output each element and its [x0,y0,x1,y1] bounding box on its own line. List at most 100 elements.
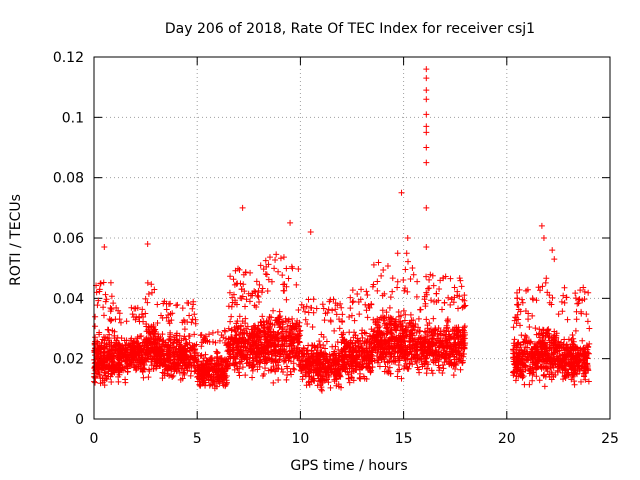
roti-point [367,351,374,358]
roti-point [541,358,548,365]
y-tick-label: 0.08 [53,171,84,187]
roti-point [310,296,317,303]
roti-point [304,321,311,328]
roti-point [389,345,396,352]
roti-point [330,355,337,362]
roti-point [516,286,523,293]
roti-point [302,316,309,323]
roti-point [158,355,165,362]
roti-point [271,333,278,340]
roti-point [377,339,384,346]
roti-point [218,362,225,369]
roti-point [333,311,340,318]
roti-point [386,321,393,328]
roti-point [409,264,416,271]
roti-point [166,320,173,327]
roti-point [171,336,178,343]
roti-point [318,386,325,393]
roti-point [385,369,392,376]
roti-point [457,277,464,284]
roti-point [231,281,238,288]
roti-point [443,325,450,332]
roti-point [449,348,456,355]
roti-point [97,374,104,381]
roti-point [107,279,114,286]
roti-point [132,364,139,371]
roti-point [323,338,330,345]
roti-point [230,354,237,361]
roti-point [327,384,334,391]
roti-point [302,308,309,315]
roti-point [362,350,369,357]
roti-point [249,348,256,355]
roti-point [275,376,282,383]
roti-point [202,359,209,366]
roti-point [387,294,394,301]
roti-point [545,326,552,333]
roti-point [309,353,316,360]
roti-point [461,340,468,347]
roti-point [336,325,343,332]
roti-point [252,324,259,331]
roti-point [376,363,383,370]
roti-point [400,307,407,314]
roti-point [130,338,137,345]
roti-point [555,357,562,364]
roti-point [346,379,353,386]
roti-point [523,287,530,294]
roti-point [461,324,468,331]
roti-point [145,328,152,335]
roti-point [271,322,278,329]
roti-point [423,123,430,130]
roti-point [131,305,138,312]
roti-point [124,357,131,364]
roti-point [240,271,247,278]
roti-point [405,258,412,265]
y-tick-label: 0 [75,412,84,428]
roti-point [109,352,116,359]
roti-point [583,311,590,318]
roti-point [101,382,108,389]
roti-point [257,319,264,326]
roti-point [283,376,290,383]
roti-point [229,334,236,341]
roti-point [236,313,243,320]
roti-point [275,365,282,372]
roti-point [264,287,271,294]
roti-point [109,358,116,365]
roti-point [94,302,101,309]
roti-point [145,290,152,297]
roti-point [437,330,444,337]
y-tick-label: 0.06 [53,231,84,247]
roti-point [570,343,577,350]
roti-point [518,347,525,354]
roti-point [118,335,125,342]
roti-point [249,374,256,381]
roti-point [529,377,536,384]
roti-point [387,327,394,334]
roti-point [347,337,354,344]
roti-point [567,363,574,370]
roti-point [407,337,414,344]
roti-point [154,320,161,327]
roti-point [371,334,378,341]
roti-point [381,290,388,297]
roti-point [134,355,141,362]
roti-point [546,333,553,340]
roti-point [514,311,521,318]
roti-point [313,305,320,312]
y-axis-label: ROTI / TECUs [8,194,24,286]
roti-point [277,255,284,262]
roti-point [401,287,408,294]
roti-point [395,308,402,315]
roti-point [247,269,254,276]
roti-point [423,144,430,151]
roti-point [262,257,269,264]
roti-point [423,159,430,166]
roti-point [454,292,461,299]
roti-point [423,96,430,103]
roti-point [239,318,246,325]
plot-frame [93,56,611,420]
roti-point [423,316,430,323]
roti-point [375,259,382,266]
